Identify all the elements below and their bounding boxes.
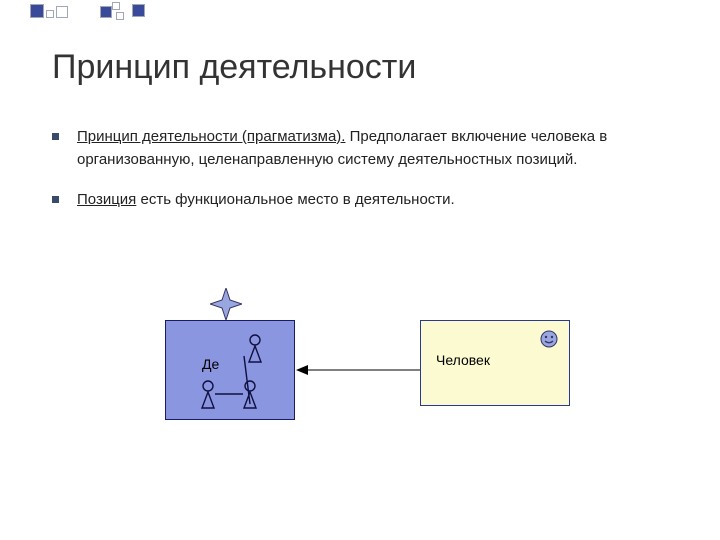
slide-decor <box>0 0 720 30</box>
slide-title: Принцип деятельности <box>52 48 416 87</box>
bullet-rest: есть функциональное место в деятельности… <box>136 191 454 208</box>
bullet-item: Принцип деятельности (прагматизма). Пред… <box>52 126 672 171</box>
smiley-icon <box>540 330 558 348</box>
bullet-text: Принцип деятельности (прагматизма). Пред… <box>77 126 672 171</box>
bullet-item: Позиция есть функциональное место в деят… <box>52 189 672 212</box>
star-icon <box>210 288 242 320</box>
decor-square <box>112 2 120 10</box>
decor-square <box>132 4 145 17</box>
person-box-label: Человек <box>436 352 490 368</box>
bullet-underlined: Принцип деятельности (прагматизма). <box>77 128 345 145</box>
person-box <box>420 320 570 406</box>
bullet-text: Позиция есть функциональное место в деят… <box>77 189 455 212</box>
decor-square <box>116 12 124 20</box>
bullet-marker <box>52 196 59 203</box>
decor-square <box>46 10 54 18</box>
decor-square <box>56 6 68 18</box>
activity-box-label: Де <box>202 356 219 372</box>
bullet-underlined: Позиция <box>77 191 136 208</box>
decor-square <box>100 6 112 18</box>
activity-box <box>165 320 295 420</box>
decor-square <box>30 4 44 18</box>
bullet-marker <box>52 133 59 140</box>
bullet-list: Принцип деятельности (прагматизма). Пред… <box>52 126 672 230</box>
